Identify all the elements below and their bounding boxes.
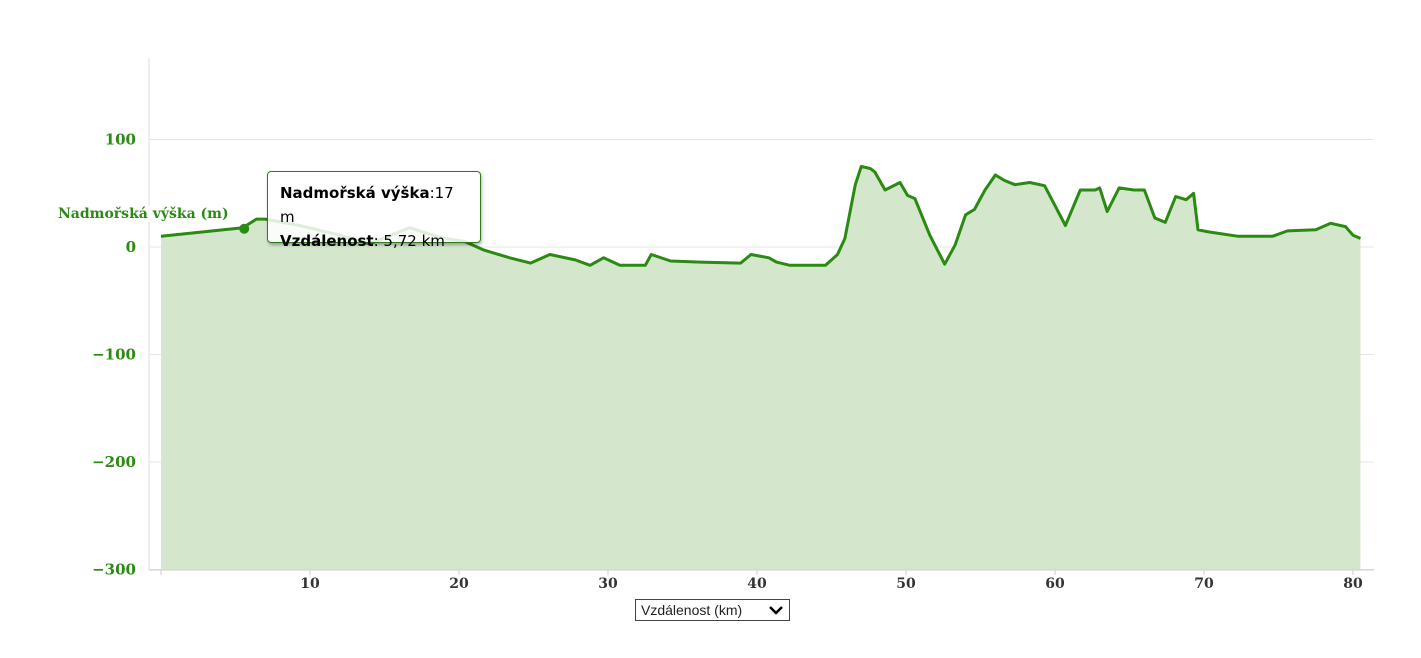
x-tick-label: 60 — [1045, 576, 1065, 592]
x-tick-label: 50 — [896, 576, 916, 592]
y-tick-label: 100 — [105, 131, 136, 149]
x-tick-label: 40 — [747, 576, 767, 592]
tooltip-distance-value: : 5,72 km — [373, 232, 445, 250]
x-tick-label: 20 — [449, 576, 469, 592]
tooltip-elevation-label: Nadmořská výška — [280, 184, 430, 202]
y-tick-label: −100 — [92, 346, 136, 364]
x-tick-label: 80 — [1343, 576, 1363, 592]
y-tick-label: 0 — [126, 238, 136, 256]
y-tick-label: −300 — [92, 561, 136, 579]
hover-point — [239, 223, 250, 234]
x-tick-label: 10 — [300, 576, 320, 592]
y-tick-label: −200 — [92, 453, 136, 471]
y-axis-label: Nadmořská výška (m) — [56, 206, 231, 222]
x-tick-label: 70 — [1194, 576, 1214, 592]
x-axis-select[interactable]: Vzdálenost (km) — [635, 599, 790, 621]
elevation-area — [161, 166, 1361, 570]
tooltip: Nadmořská výška:17 m Vzdálenost: 5,72 km — [267, 171, 481, 250]
x-tick-label: 30 — [598, 576, 618, 592]
elevation-line — [160, 164, 1362, 267]
chevron-down-icon — [769, 606, 783, 615]
x-axis-select-value: Vzdálenost (km) — [641, 602, 743, 618]
tooltip-elevation-value: :17 m — [280, 184, 454, 226]
tooltip-distance-label: Vzdálenost — [280, 232, 374, 250]
